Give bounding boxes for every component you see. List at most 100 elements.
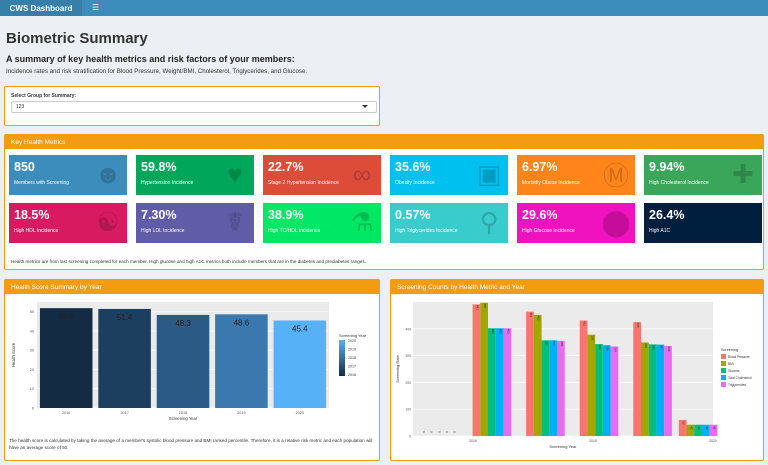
top-navbar: CWS Dashboard ☰ — [0, 0, 768, 16]
x-axis-label: Screening Year — [549, 444, 577, 449]
y-tick-label: 10 — [30, 387, 34, 391]
legend-title: Screening — [721, 348, 738, 352]
bar — [98, 308, 151, 408]
bar-value-label: 342 — [652, 345, 656, 350]
metric-tile: 6.97% Morbidly Obese Incidence Ⓜ — [517, 155, 635, 195]
bar — [472, 304, 481, 436]
x-tick-label: 2019 — [237, 411, 245, 415]
bar-value-label: 51.4 — [117, 313, 133, 322]
y-tick-label: 20 — [30, 368, 34, 372]
bar-value-label: 48.6 — [234, 318, 250, 327]
bar-value-label: 45.4 — [292, 325, 308, 334]
metric-tile: 850 Members with Screening ☻ — [9, 155, 127, 195]
legend-swatch — [721, 354, 726, 359]
metric-label: Morbidly Obese Incidence — [522, 180, 580, 186]
bar-value-label: 334 — [613, 347, 617, 352]
legend-title: Screening Year — [339, 333, 367, 338]
hospital-icon: Ⓜ — [602, 160, 629, 191]
metric-tile: 22.7% Stage 2 Hypertension Incidence ∞ — [263, 155, 381, 195]
metric-label: High TC/HDL Incidence — [268, 228, 321, 234]
heart-icon: ♥ — [227, 158, 243, 189]
x-tick-label: 2018 — [589, 439, 597, 443]
legend-label: 2016 — [348, 373, 356, 377]
metric-label: High A1C — [649, 228, 671, 234]
pill-icon: ⬤ — [601, 206, 631, 237]
bar-value-label: 0 — [430, 431, 434, 433]
bar-value-label: 464 — [529, 312, 533, 317]
legend-label: 2018 — [348, 356, 356, 360]
legend-label: Glucose — [728, 369, 740, 373]
bar-value-label: 42 — [697, 426, 701, 430]
bar-value-label: 452 — [537, 315, 541, 320]
legend-label: 2019 — [348, 348, 356, 352]
metric-tile: 18.5% High HDL Incidence ☯ — [9, 203, 127, 243]
group-select-dropdown[interactable]: 123 — [11, 101, 377, 113]
metric-label: Obesity Incidence — [395, 180, 435, 186]
legend-swatch — [721, 375, 726, 380]
metric-label: High LDL Incidence — [141, 228, 185, 234]
bar-value-label: 42 — [705, 426, 709, 430]
legend-label: 2017 — [348, 365, 356, 369]
bar — [701, 424, 710, 436]
bar-value-label: 343 — [598, 345, 602, 350]
metric-label: Stage 2 Hypertension Incidence — [268, 180, 339, 186]
y-tick-label: 400 — [405, 327, 411, 331]
bar-value-label: 378 — [590, 335, 594, 340]
prescription-icon: ☤ — [226, 206, 244, 237]
bar — [579, 320, 588, 436]
legend-label: Blood Pressure — [728, 355, 750, 359]
metric-label: Members with Screening — [14, 180, 70, 186]
bar — [526, 311, 534, 436]
bar — [533, 314, 542, 436]
metric-label: High HDL Incidence — [14, 228, 59, 234]
user-md-icon: ☻ — [94, 158, 122, 189]
bar — [641, 342, 649, 436]
bar-value-label: 402 — [499, 329, 503, 334]
metric-tile: 9.94% High Cholesterol Incidence ✚ — [644, 155, 762, 195]
bar-value-label: 349 — [644, 343, 648, 348]
scale-icon: ▣ — [476, 158, 502, 189]
metric-label: High Cholesterol Incidence — [649, 180, 709, 186]
legend-swatch — [721, 368, 726, 373]
bar — [541, 340, 550, 436]
bar-value-label: 402 — [506, 329, 510, 334]
bar — [694, 424, 702, 436]
metric-value: 6.97% — [522, 160, 558, 174]
bar — [709, 424, 718, 436]
key-health-metrics-box: Key Health Metrics 850 Members with Scree… — [4, 134, 764, 270]
metric-value: 59.8% — [141, 160, 177, 174]
page-title: Biometric Summary — [6, 30, 148, 47]
bar-value-label: 357 — [544, 341, 548, 346]
health-score-box: Health Score Summary by Year 0 10 20 30 40 50… — [4, 279, 380, 461]
stethoscope-icon: ∞ — [352, 158, 372, 189]
metric-tile: 29.6% High Glucose Incidence ⬤ — [517, 203, 635, 243]
bar — [557, 340, 565, 436]
metric-tile: 0.57% High Triglycerides Incidence ⚲ — [390, 203, 508, 243]
legend-swatch — [721, 361, 726, 366]
health-score-chart: 0 10 20 30 40 50 51.8 2016 51.4 2017 48.3 2018 48.6 2… — [11, 302, 367, 421]
bar — [156, 314, 210, 408]
metric-label: Hypertension Incidence — [141, 180, 194, 186]
metric-tile: 7.30% High LDL Incidence ☤ — [136, 203, 254, 243]
bar-value-label: 425 — [636, 323, 640, 328]
key-health-metrics-header: Key Health Metrics — [5, 135, 763, 149]
dashboard-brand[interactable]: CWS Dashboard — [0, 0, 82, 16]
bar — [656, 344, 665, 436]
metric-value: 26.4% — [649, 208, 685, 222]
screening-counts-chart: 0 100 200 300 400 0 491 464 431 425 0 497 452 378 349 0… — [395, 302, 752, 449]
bar — [664, 345, 672, 436]
bar — [480, 302, 488, 436]
health-score-header: Health Score Summary by Year — [5, 280, 379, 294]
screening-counts-header: Screening Counts by Health Metric and Ye… — [391, 280, 763, 294]
bar — [503, 328, 512, 436]
page-subtitle: A summary of key health metrics and risk… — [6, 54, 295, 64]
bar-value-label: 48.3 — [175, 319, 191, 328]
bar-value-label: 339 — [606, 346, 610, 351]
legend-swatch — [721, 382, 726, 387]
microscope-icon: ⚲ — [479, 206, 499, 237]
y-tick-label: 200 — [405, 381, 411, 385]
bar-value-label: 0 — [453, 431, 457, 433]
legend-label: 2020 — [348, 339, 356, 343]
hamburger-icon[interactable]: ☰ — [92, 3, 100, 12]
bar — [39, 308, 93, 408]
